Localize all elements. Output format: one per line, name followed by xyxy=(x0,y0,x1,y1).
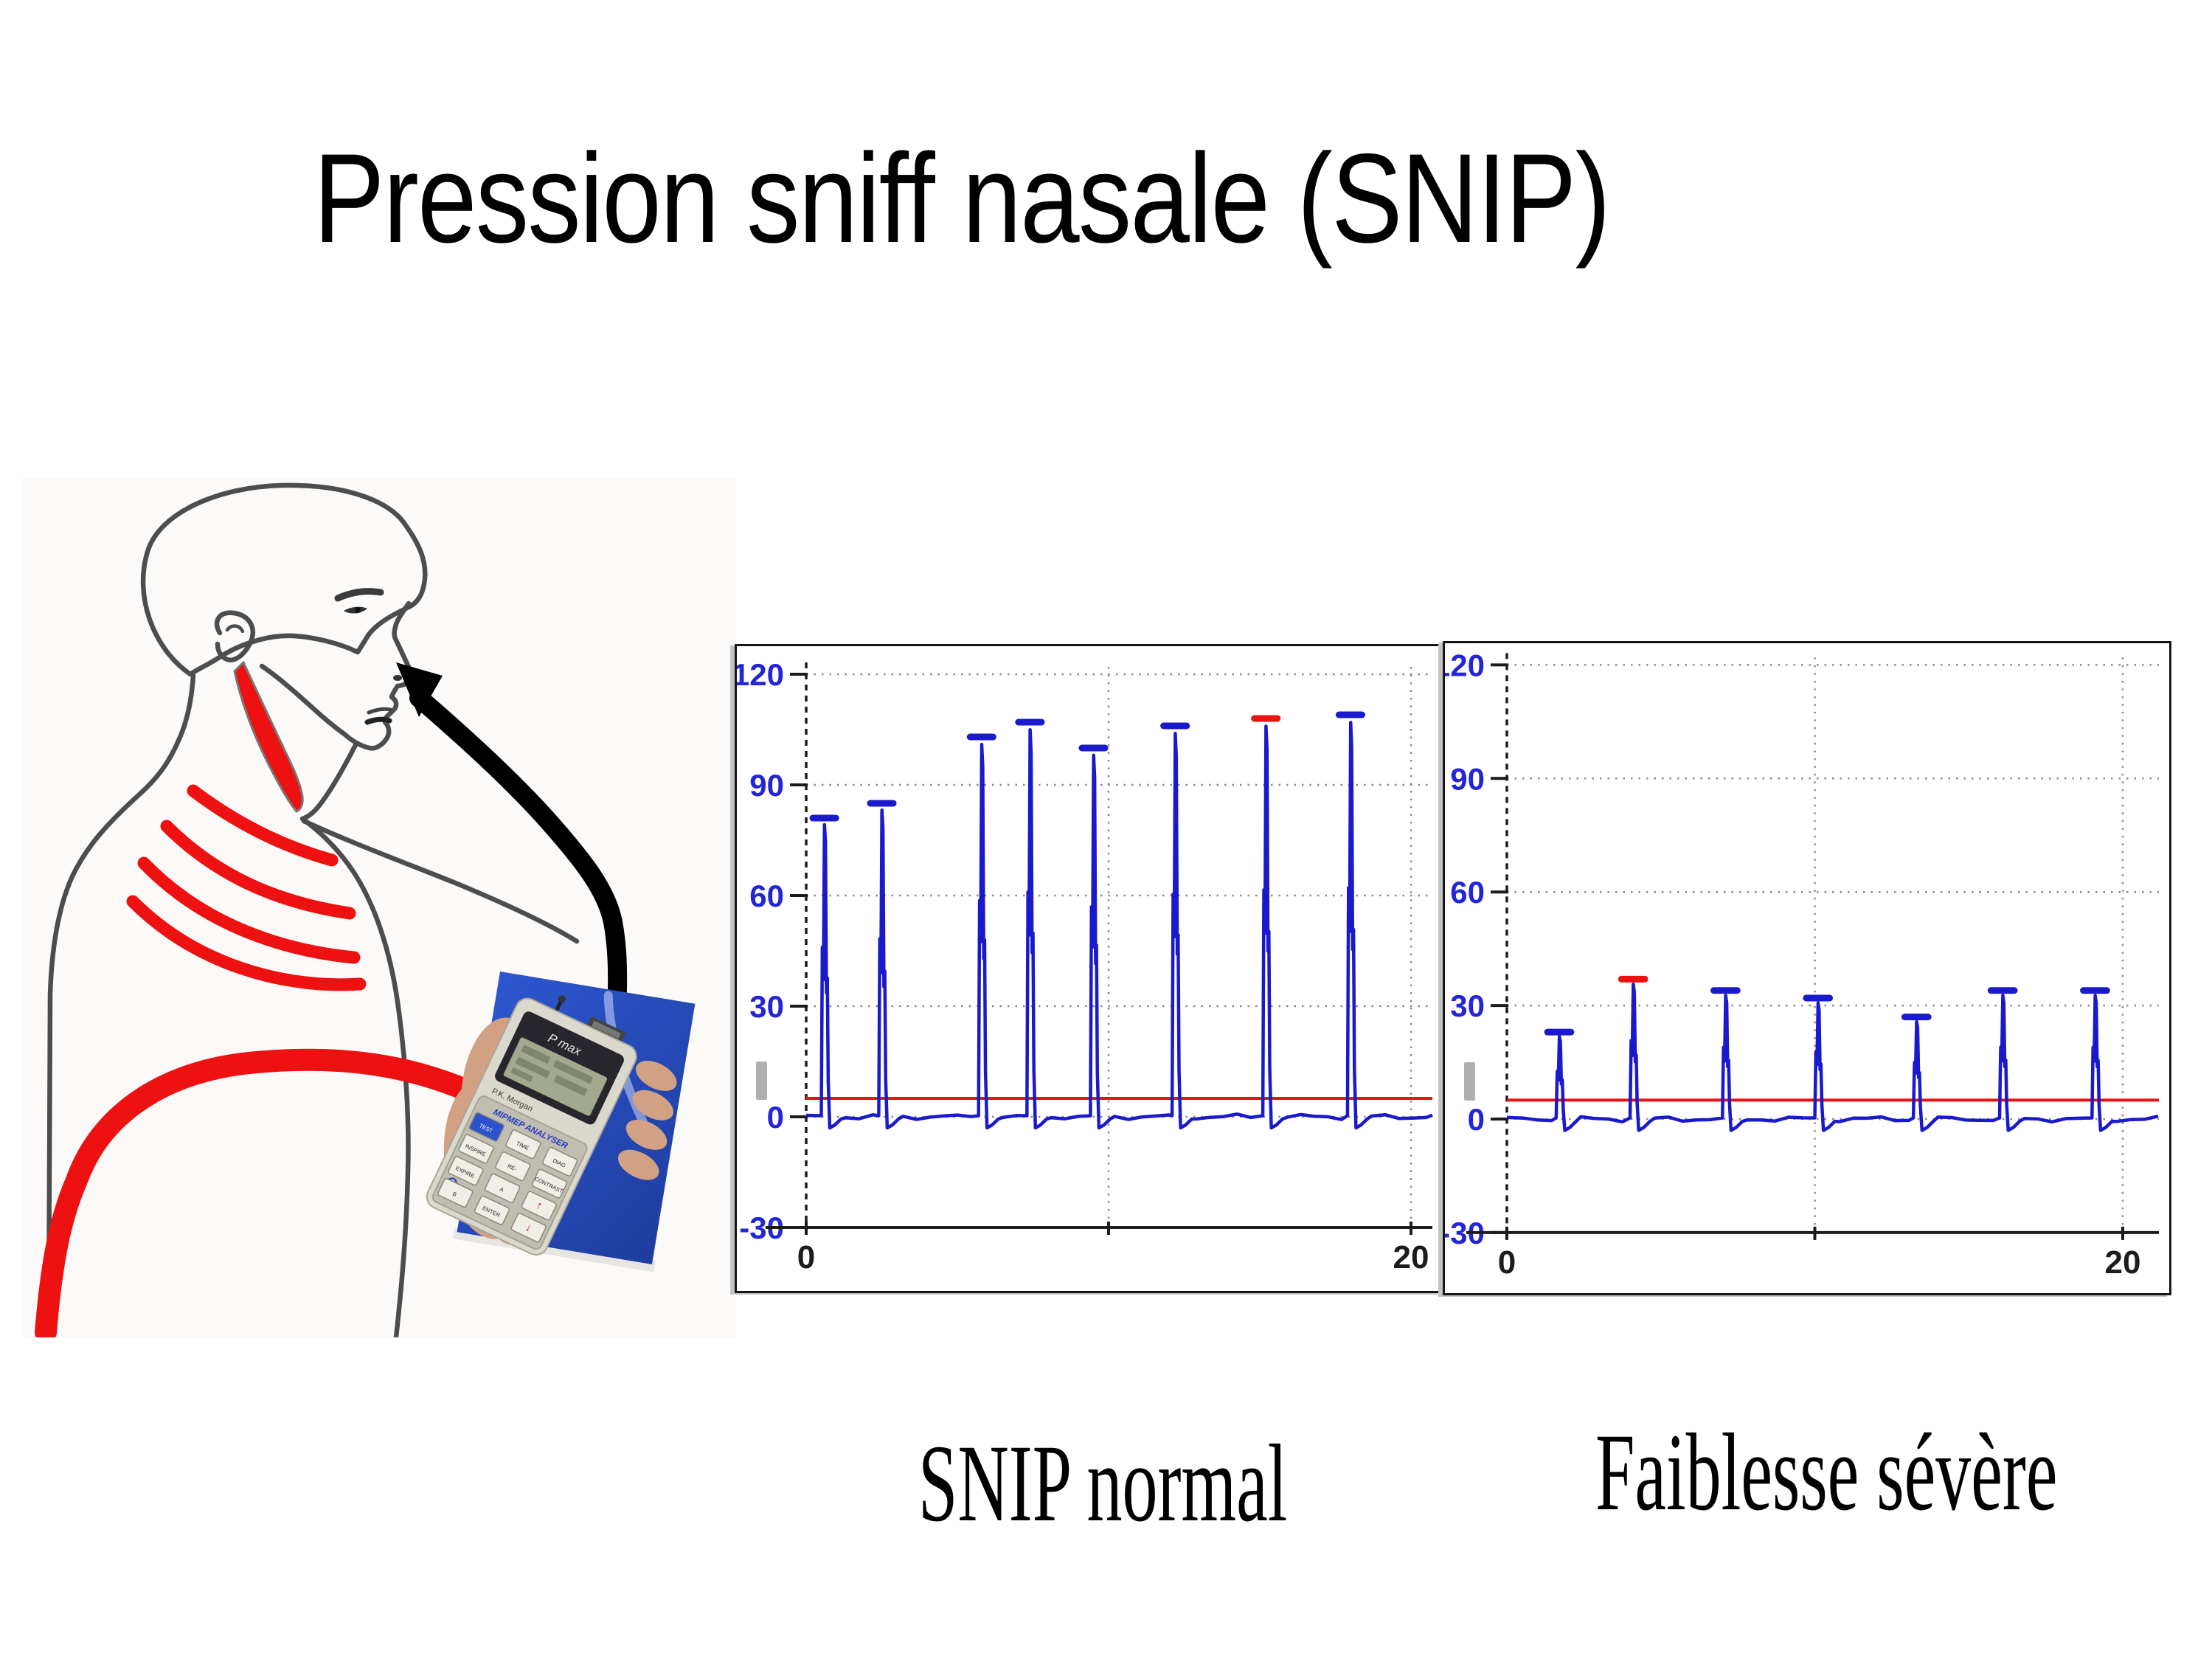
nostril xyxy=(393,675,402,681)
rib-line-2 xyxy=(160,820,356,920)
chart-panel-normal: 120 90 60 30 0 -30 0 20 xyxy=(732,644,1445,1293)
level-indicator xyxy=(756,1061,767,1100)
device-key xyxy=(474,1195,510,1225)
neck-muscle-highlight xyxy=(233,660,304,813)
anatomy-illustration: P max P.K. Morgan MIPMEP ANALYSER TESTTI… xyxy=(22,478,736,1337)
x-tick-label: 0 xyxy=(1498,1244,1516,1281)
rib-highlights xyxy=(126,784,367,991)
y-tick-label: 60 xyxy=(1450,875,1485,910)
rib-line-3 xyxy=(137,856,361,964)
eyebrow xyxy=(334,588,384,602)
y-tick-label: 0 xyxy=(1468,1102,1485,1137)
device-key xyxy=(448,1156,484,1186)
x-tick-label: 0 xyxy=(797,1239,815,1275)
device-key xyxy=(521,1191,557,1221)
snip-meter-device: P max P.K. Morgan MIPMEP ANALYSER TESTTI… xyxy=(426,995,637,1256)
ear-outline xyxy=(214,610,255,662)
device-key xyxy=(468,1112,505,1142)
toggle-knob xyxy=(558,995,566,1003)
device-keypad: TESTTIMEDIAGINSPIRERE-CONTRASTEXPIREA↑BE… xyxy=(437,1112,578,1243)
y-tick-label: 60 xyxy=(749,879,784,913)
y-tick-label: 120 xyxy=(1445,648,1485,682)
page-title: Pression sniff nasale (SNIP) xyxy=(313,128,1611,269)
fingertip-1 xyxy=(635,1061,677,1091)
pressure-trace xyxy=(805,721,1433,1130)
x-tick-label: 20 xyxy=(1393,1239,1429,1275)
rib-line-4 xyxy=(126,895,367,991)
pupil xyxy=(355,607,361,613)
level-indicator xyxy=(1464,1062,1475,1101)
fingertip-2 xyxy=(632,1090,673,1121)
device-key xyxy=(542,1146,578,1177)
device-key xyxy=(495,1151,531,1182)
fingertip-4 xyxy=(617,1149,659,1180)
x-tick-label: 20 xyxy=(2105,1244,2141,1281)
neck-back-and-torso-left xyxy=(46,673,196,1337)
person-profile-outline xyxy=(46,482,580,1337)
y-tick-label: 90 xyxy=(749,768,784,803)
pressure-trace xyxy=(1506,982,2159,1132)
neck-front-and-chest xyxy=(299,742,411,1337)
fingertip-3 xyxy=(625,1119,668,1150)
device-key xyxy=(458,1134,494,1164)
device-key-label: B xyxy=(451,1191,457,1198)
caption-snip-normal: SNIP normal xyxy=(918,1422,1288,1545)
face-profile xyxy=(259,600,415,751)
shoulder-line xyxy=(301,818,580,944)
device-key xyxy=(485,1173,521,1203)
rib-line-1 xyxy=(187,784,339,867)
device-key xyxy=(505,1129,541,1160)
lcd-segments xyxy=(510,1045,594,1097)
hair-outline xyxy=(140,482,428,677)
device-key xyxy=(510,1213,547,1243)
device-key xyxy=(437,1178,474,1208)
ear-inner-line xyxy=(225,624,245,634)
nasal-pressure-tube xyxy=(409,688,628,1023)
y-tick-label: 90 xyxy=(1450,761,1485,796)
facial-features xyxy=(334,588,402,725)
y-tick-label: 120 xyxy=(737,657,784,692)
device-key-label: A xyxy=(499,1186,505,1194)
y-tick-label: 0 xyxy=(767,1100,784,1135)
upper-lip-line xyxy=(367,707,392,715)
device-photo: P max P.K. Morgan MIPMEP ANALYSER TESTTI… xyxy=(426,971,696,1272)
lcd-screen xyxy=(503,1037,608,1116)
y-tick-label: 30 xyxy=(749,989,784,1024)
device-key xyxy=(531,1168,568,1199)
connector-pins xyxy=(592,1020,621,1039)
tube-arrowhead xyxy=(396,662,443,717)
mouth-line xyxy=(364,716,392,725)
y-tick-label: 30 xyxy=(1450,988,1485,1023)
caption-faiblesse-severe: Faiblesse sévère xyxy=(1595,1411,2058,1534)
